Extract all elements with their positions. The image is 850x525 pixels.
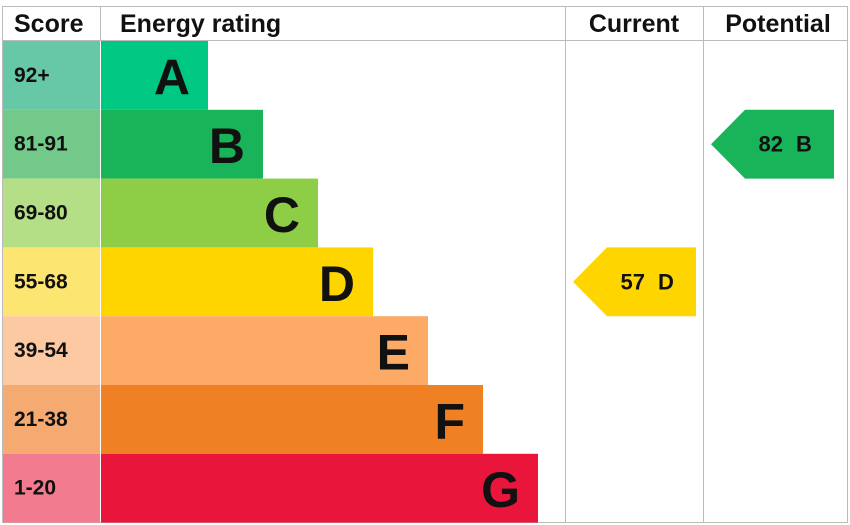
current-arrow — [573, 247, 696, 317]
rating-bar — [101, 178, 318, 248]
rating-bar — [101, 453, 538, 523]
score-cell — [3, 247, 100, 317]
rating-bar — [101, 385, 483, 454]
score-label: 1-20 — [14, 477, 56, 500]
score-cell — [3, 41, 100, 110]
rating-bar — [101, 247, 373, 317]
header-score: Score — [14, 10, 84, 38]
score-cell — [3, 178, 100, 248]
score-cell — [3, 385, 100, 454]
rating-letter: D — [319, 256, 355, 312]
rating-letter: E — [377, 325, 410, 381]
rating-letter: F — [434, 393, 465, 449]
current-value: 57 — [621, 269, 645, 294]
current-letter: D — [658, 269, 674, 294]
score-cell — [3, 316, 100, 385]
header-potential: Potential — [725, 10, 831, 38]
rating-bar — [101, 316, 428, 385]
score-label: 55-68 — [14, 270, 68, 293]
rating-letter: A — [154, 49, 190, 105]
score-label: 39-54 — [14, 339, 68, 362]
rating-letter: G — [481, 462, 520, 518]
score-cell — [3, 109, 100, 179]
rating-bar — [101, 41, 208, 110]
potential-letter: B — [796, 132, 812, 157]
score-label: 81-91 — [14, 133, 68, 156]
potential-arrow — [711, 109, 834, 179]
score-label: 92+ — [14, 64, 50, 87]
rating-letter: C — [264, 187, 300, 243]
potential-value: 82 — [759, 132, 783, 157]
score-label: 21-38 — [14, 408, 68, 431]
rating-letter: B — [209, 118, 245, 174]
header-rating: Energy rating — [120, 10, 281, 38]
score-label: 69-80 — [14, 202, 68, 225]
header-current: Current — [589, 10, 680, 38]
rating-bar — [101, 109, 263, 179]
score-cell — [3, 453, 100, 523]
